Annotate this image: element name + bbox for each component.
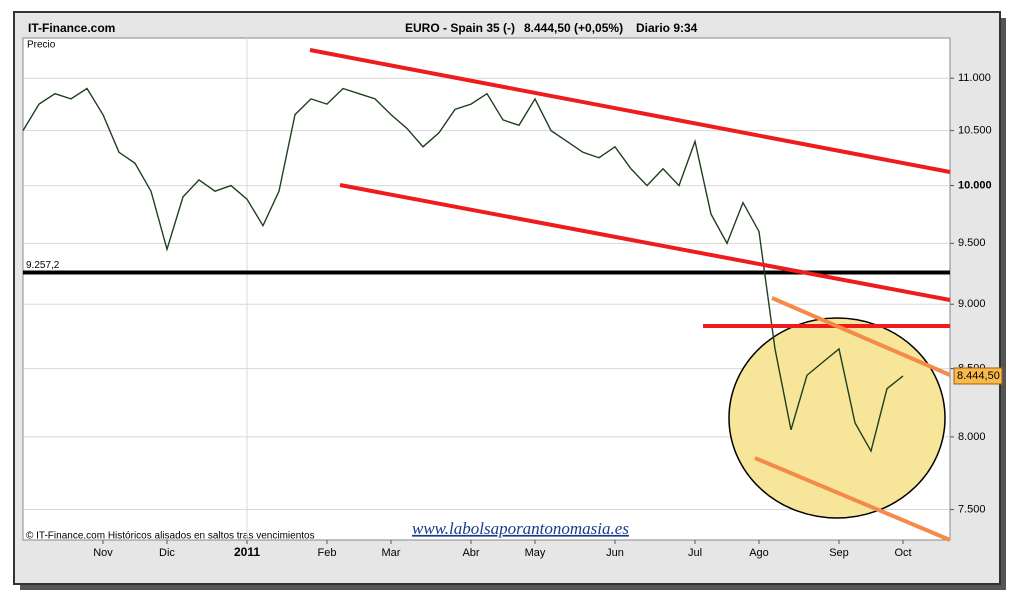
- footnote: © IT-Finance.com Históricos alisados en …: [26, 531, 315, 542]
- x-tick-label: Feb: [318, 547, 337, 559]
- instrument: EURO - Spain 35 (-): [405, 21, 515, 35]
- watermark: www.labolsaporantonomasia.es: [412, 519, 629, 538]
- x-tick-label: Oct: [894, 547, 911, 559]
- channel-line: [754, 456, 951, 542]
- x-tick-label: Dic: [159, 547, 175, 559]
- reference-label: 9.257,2: [26, 260, 60, 271]
- y-axis-label: Precio: [27, 40, 56, 51]
- period: Diario 9:34: [636, 21, 698, 35]
- trend-line: [309, 48, 951, 174]
- x-tick-label: May: [525, 547, 546, 559]
- y-tick-label: 7.500: [958, 503, 986, 515]
- x-tick-label: Ago: [749, 547, 769, 559]
- x-tick-label: Mar: [382, 547, 401, 559]
- price-line: [22, 87, 904, 453]
- last-value-label: 8.444,50: [957, 370, 1000, 382]
- x-tick-label: Sep: [829, 547, 849, 559]
- highlight-circle: [728, 317, 946, 519]
- x-tick-label: Abr: [462, 547, 479, 559]
- y-tick-label: 8.000: [958, 431, 986, 443]
- x-tick-label: 2011: [234, 545, 260, 559]
- y-tick-label: 10.000: [958, 179, 992, 191]
- y-tick-label: 11.000: [958, 72, 991, 84]
- y-tick-label: 10.500: [958, 125, 992, 137]
- x-tick-label: Nov: [93, 547, 113, 559]
- channel-line: [771, 296, 951, 377]
- trend-line: [339, 183, 951, 302]
- y-tick-label: 9.500: [958, 237, 986, 249]
- x-tick-label: Jul: [688, 547, 702, 559]
- last-value-box: [953, 367, 1003, 385]
- quote: 8.444,50 (+0,05%): [524, 21, 623, 35]
- chart-title: IT-Finance.com: [28, 21, 115, 35]
- y-tick-label: 9.000: [958, 298, 986, 310]
- x-tick-label: Jun: [606, 547, 624, 559]
